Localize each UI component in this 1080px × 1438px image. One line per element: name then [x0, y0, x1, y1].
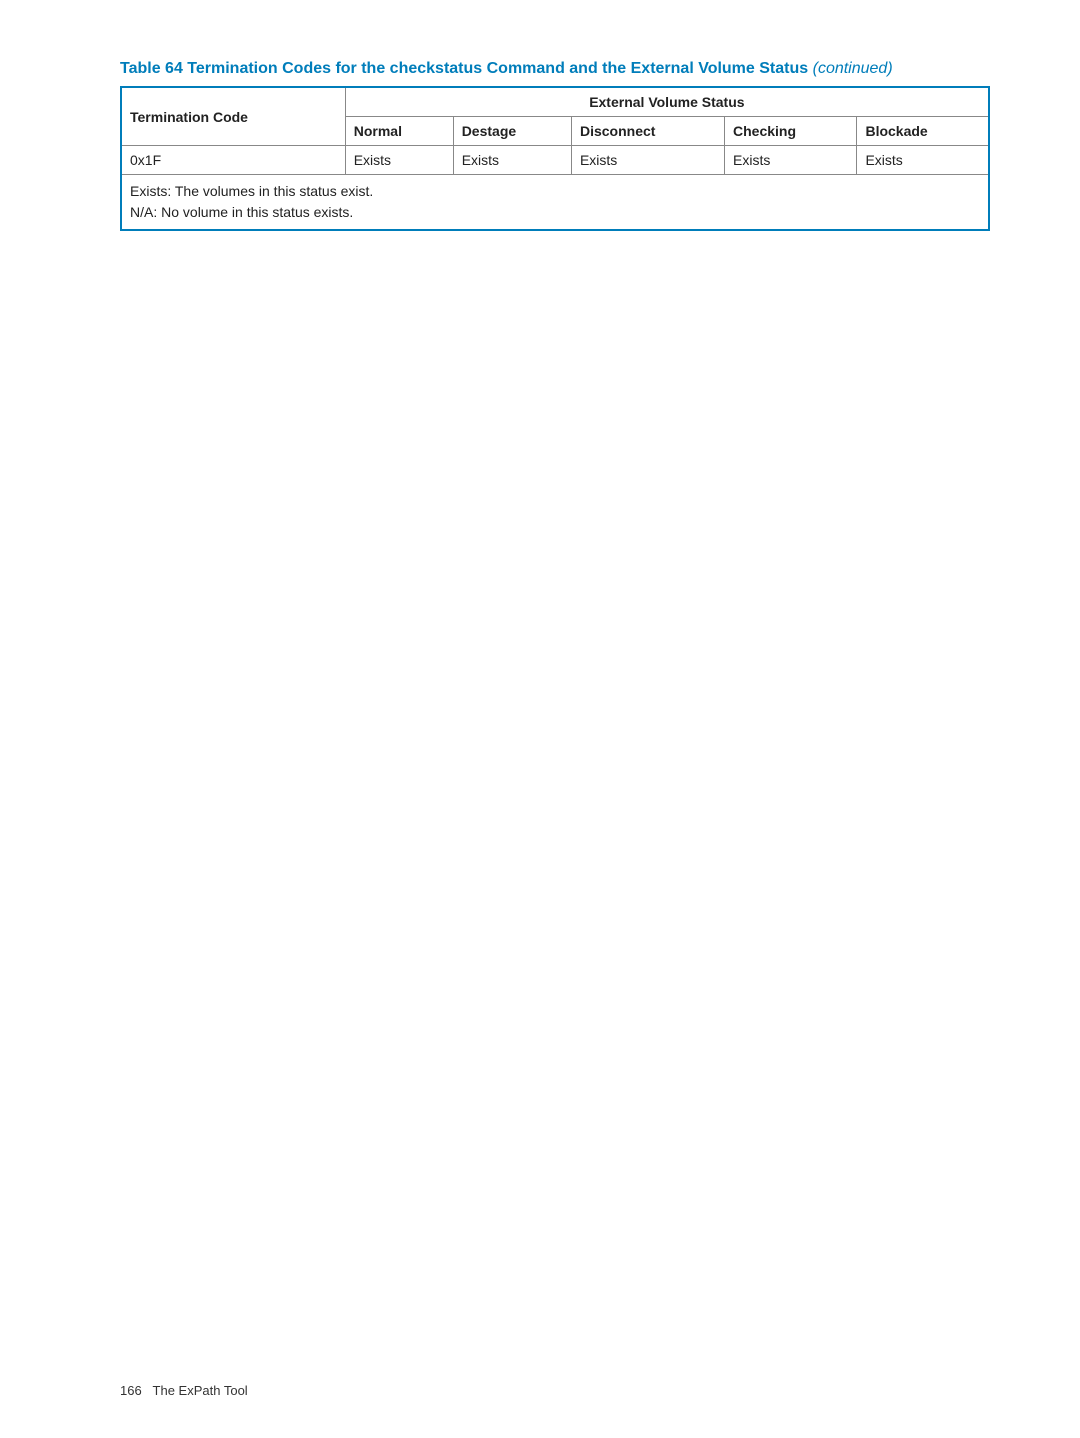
cell-code: 0x1F: [121, 146, 345, 175]
col-destage: Destage: [453, 117, 571, 146]
footnote-cell: Exists: The volumes in this status exist…: [121, 175, 989, 231]
cell-blockade: Exists: [857, 146, 989, 175]
cell-destage: Exists: [453, 146, 571, 175]
cell-disconnect: Exists: [571, 146, 724, 175]
caption-suffix: (continued): [813, 60, 893, 77]
footnote-line-2: N/A: No volume in this status exists.: [130, 202, 980, 223]
col-normal: Normal: [345, 117, 453, 146]
caption-main: Table 64 Termination Codes for the check…: [120, 60, 808, 77]
table-footnote-row: Exists: The volumes in this status exist…: [121, 175, 989, 231]
col-blockade: Blockade: [857, 117, 989, 146]
termination-codes-table: Termination Code External Volume Status …: [120, 86, 990, 231]
col-termination-code: Termination Code: [121, 87, 345, 146]
col-disconnect: Disconnect: [571, 117, 724, 146]
footnote-line-1: Exists: The volumes in this status exist…: [130, 181, 980, 202]
page-footer: 166 The ExPath Tool: [120, 1383, 248, 1398]
col-group-external-volume-status: External Volume Status: [345, 87, 989, 117]
table-row: 0x1F Exists Exists Exists Exists Exists: [121, 146, 989, 175]
cell-normal: Exists: [345, 146, 453, 175]
footer-section: The ExPath Tool: [153, 1383, 248, 1398]
document-page: Table 64 Termination Codes for the check…: [0, 0, 1080, 1438]
table-caption: Table 64 Termination Codes for the check…: [120, 60, 990, 78]
col-checking: Checking: [725, 117, 857, 146]
page-number: 166: [120, 1383, 142, 1398]
cell-checking: Exists: [725, 146, 857, 175]
table-header-row-1: Termination Code External Volume Status: [121, 87, 989, 117]
